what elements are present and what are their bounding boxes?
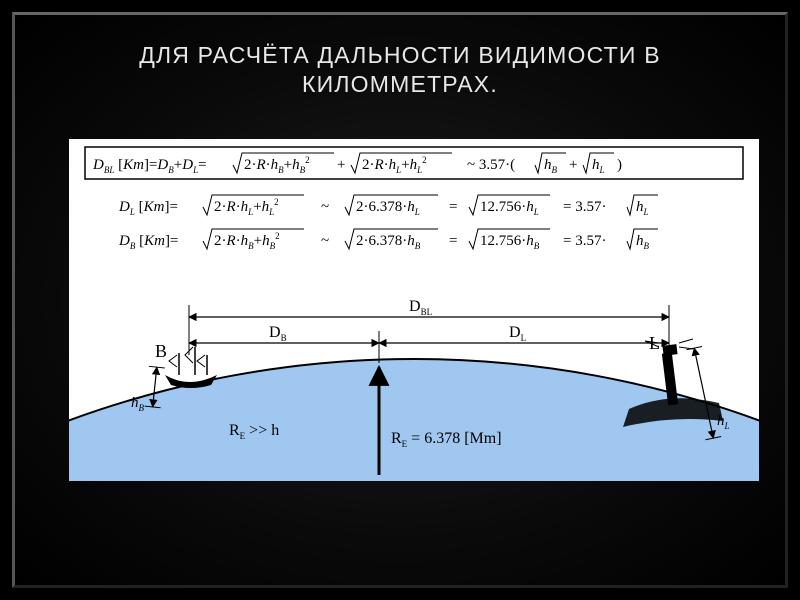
svg-text:hB: hB [544, 157, 558, 175]
formula-DB: DB [Km]= 2·R·hB+hB2 ~ 2·6.378·hB = 12.75… [118, 229, 658, 251]
svg-text:DL [Km]=: DL [Km]= [118, 199, 178, 217]
svg-text:~ 3.57·(: ~ 3.57·( [467, 157, 515, 173]
svg-text:+: + [569, 157, 577, 173]
svg-text:2·R·hL+hL2: 2·R·hL+hL2 [214, 197, 279, 217]
ship-icon [165, 347, 217, 388]
svg-text:2·6.378·hL: 2·6.378·hL [356, 199, 420, 217]
label-T: T [374, 372, 384, 389]
title-line-2: КИЛОММЕТРАХ. [302, 71, 498, 97]
label-R-compare: RE >> h [229, 422, 279, 441]
title-line-1: ДЛЯ РАСЧЁТА ДАЛЬНОСТИ ВИДИМОСТИ В [139, 42, 661, 68]
svg-text:+: + [337, 157, 345, 173]
svg-text:2·R·hB+hB2: 2·R·hB+hB2 [214, 231, 280, 251]
svg-text:~: ~ [321, 233, 329, 249]
svg-text:12.756·hL: 12.756·hL [480, 199, 539, 217]
label-DB: DB [269, 324, 287, 343]
svg-text:=: = [449, 199, 457, 215]
svg-text:=: = [449, 233, 457, 249]
earth-diagram: T RE = 6.378 [Mm] RE >> h B [69, 298, 759, 481]
slide-title: ДЛЯ РАСЧЁТА ДАЛЬНОСТИ ВИДИМОСТИ В КИЛОММ… [15, 41, 785, 99]
figure-svg: DBL [Km]=DB+DL= 2·R·hB+hB2 + 2·R·hL+hL2 … [69, 139, 759, 481]
formula-DL: DL [Km]= 2·R·hL+hL2 ~ 2·6.378·hL = 12.75… [118, 195, 658, 217]
svg-text:= 3.57·: = 3.57· [563, 199, 606, 215]
label-B: B [155, 341, 167, 361]
svg-text:hB: hB [636, 233, 650, 251]
label-DBL: DBL [409, 298, 432, 317]
svg-text:DBL [Km]=DB+DL=: DBL [Km]=DB+DL= [92, 157, 207, 175]
svg-text:2·R·hB+hB2: 2·R·hB+hB2 [244, 155, 310, 175]
formula-DBL: DBL [Km]=DB+DL= 2·R·hB+hB2 + 2·R·hL+hL2 … [92, 153, 622, 175]
svg-text:DB [Km]=: DB [Km]= [118, 233, 178, 251]
label-DL: DL [509, 324, 526, 343]
svg-text:): ) [617, 157, 622, 173]
svg-text:hL: hL [592, 157, 605, 175]
svg-text:~: ~ [321, 199, 329, 215]
svg-text:hL: hL [636, 199, 649, 217]
figure-container: DBL [Km]=DB+DL= 2·R·hB+hB2 + 2·R·hL+hL2 … [69, 139, 759, 481]
label-RE: RE = 6.378 [Mm] [391, 430, 502, 449]
svg-text:2·6.378·hB: 2·6.378·hB [356, 233, 421, 251]
svg-text:= 3.57·: = 3.57· [563, 233, 606, 249]
svg-text:12.756·hB: 12.756·hB [480, 233, 540, 251]
svg-text:2·R·hL+hL2: 2·R·hL+hL2 [362, 155, 427, 175]
